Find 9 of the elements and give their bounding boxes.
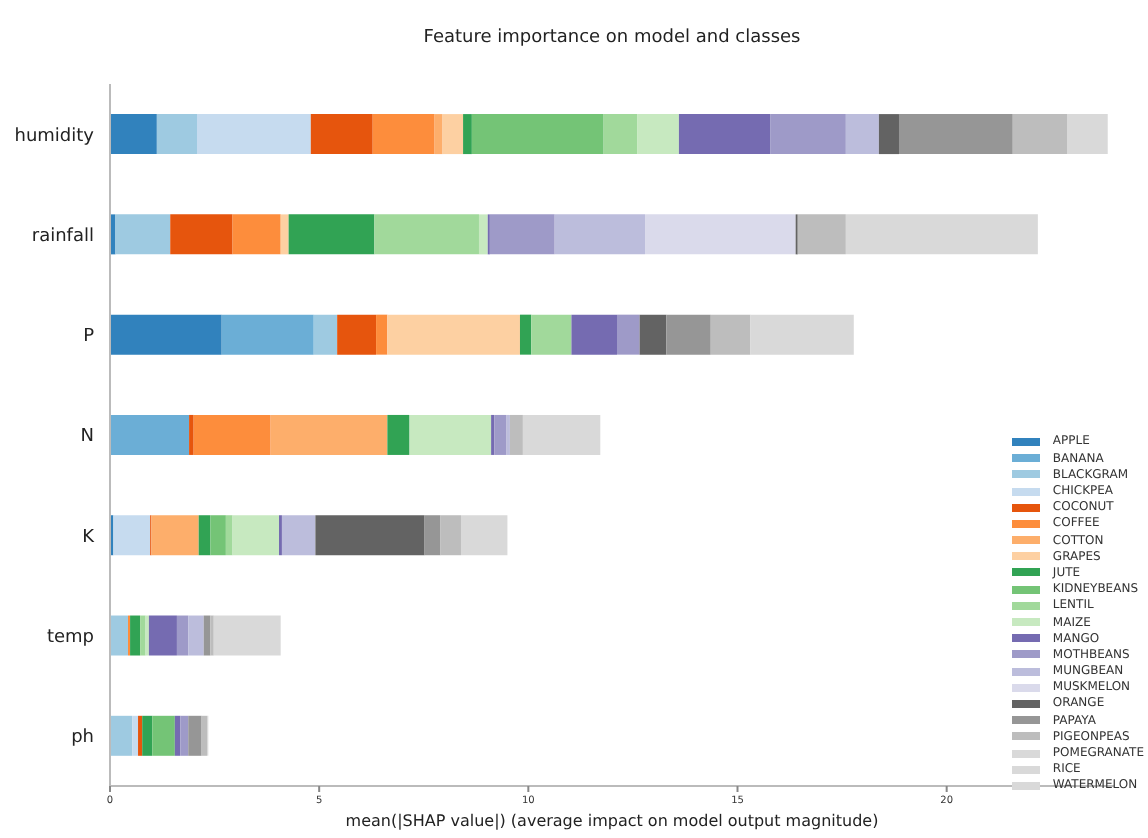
y-tick-label: rainfall (31, 226, 94, 247)
y-tick-label: temp (46, 627, 95, 648)
x-axis-title: mean(|SHAP value|) (average impact on model output magnitude) (345, 812, 879, 830)
y-tick-label: N (80, 427, 94, 448)
chart-title: Feature importance on model and classes (421, 28, 803, 48)
y-tick-label: ph (71, 728, 94, 749)
y-tick-label: K (82, 527, 97, 548)
y-tick-label: humidity (14, 126, 96, 147)
y-tick-label: P (83, 327, 96, 348)
